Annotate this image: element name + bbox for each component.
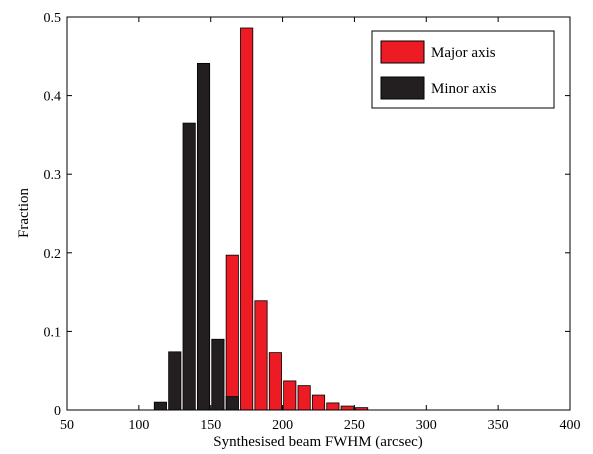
major-axis-bar-4 <box>254 300 268 411</box>
major-axis-bar-7 <box>297 385 311 411</box>
plot-frame <box>66 16 571 411</box>
minor-axis-bar-0 <box>153 401 167 411</box>
x-tick-label: 100 <box>128 418 149 433</box>
minor-axis-bar-4 <box>211 338 225 411</box>
legend: Major axis Minor axis <box>371 30 555 109</box>
y-axis-title: Fraction <box>16 188 32 238</box>
y-tick-label: 0.5 <box>44 11 62 26</box>
x-tick-label: 50 <box>60 418 74 433</box>
major-axis-bar-2 <box>225 254 239 411</box>
major-axis-bar-9 <box>326 402 340 411</box>
x-tick-label: 200 <box>272 418 293 433</box>
legend-swatch-major <box>380 40 425 64</box>
legend-label-major: Major axis <box>431 45 496 61</box>
y-tick-label: 0.1 <box>44 325 62 340</box>
x-tick-label: 350 <box>488 418 509 433</box>
minor-axis-bar-5 <box>225 396 239 411</box>
y-tick-label: 0.2 <box>44 247 62 262</box>
legend-swatch-minor <box>380 76 425 100</box>
major-axis-bar-8 <box>311 394 326 411</box>
ticks-layer <box>66 16 571 411</box>
x-tick-label: 150 <box>200 418 221 433</box>
major-axis-bar-3 <box>240 27 254 411</box>
x-axis-title: Synthesised beam FWHM (arcsec) <box>213 434 423 450</box>
legend-label-minor: Minor axis <box>431 81 497 97</box>
minor-axis-bar-1 <box>168 351 182 411</box>
y-tick-label: 0 <box>54 404 61 419</box>
major-axis-bar-10 <box>340 405 354 411</box>
major-axis-bar-6 <box>283 380 297 411</box>
major-axis-bar-5 <box>268 352 282 411</box>
minor-axis-bar-2 <box>182 122 196 411</box>
x-tick-label: 250 <box>344 418 365 433</box>
minor-axis-bar-3 <box>196 62 211 411</box>
tick-labels-layer: 50 100 150 200 250 300 350 400 0 0.1 0.2 0.3 0.4 0.5 <box>44 11 581 433</box>
x-tick-label: 300 <box>416 418 437 433</box>
y-tick-label: 0.4 <box>44 90 62 105</box>
y-tick-label: 0.3 <box>44 168 62 183</box>
bars-layer <box>153 27 369 411</box>
x-tick-label: 400 <box>560 418 581 433</box>
